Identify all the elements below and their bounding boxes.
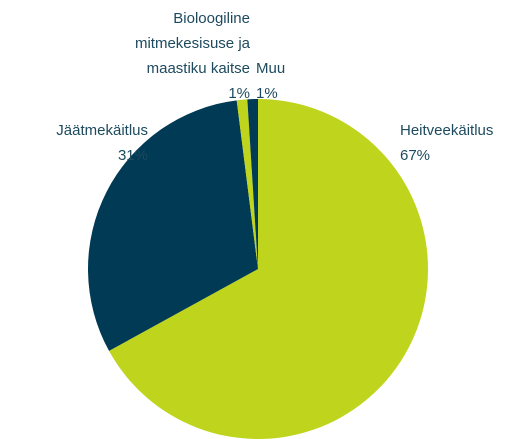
- slice-label: Muu 1%: [256, 56, 316, 106]
- category-label: Heitveekäitlus: [400, 122, 494, 139]
- category-label: Jäätmekäitlus: [56, 122, 148, 139]
- pie-slice: [247, 99, 258, 269]
- pie-slice: [236, 99, 258, 270]
- slice-label: Jäätmekäitlus 31%: [0, 118, 148, 168]
- category-label: Muu: [256, 60, 286, 77]
- value-label: 31%: [117, 147, 148, 164]
- value-label: 67%: [400, 147, 431, 164]
- pie-slice: [87, 100, 258, 351]
- slice-label: Bioloogiline mitmekesisuse ja maastiku k…: [90, 6, 250, 106]
- value-label: 1%: [228, 85, 250, 102]
- category-label: Bioloogiline mitmekesisuse ja maastiku k…: [134, 10, 250, 77]
- slice-label: Heitveekäitlus 67%: [400, 118, 515, 168]
- pie-slice: [109, 99, 428, 439]
- value-label: 1%: [256, 85, 278, 102]
